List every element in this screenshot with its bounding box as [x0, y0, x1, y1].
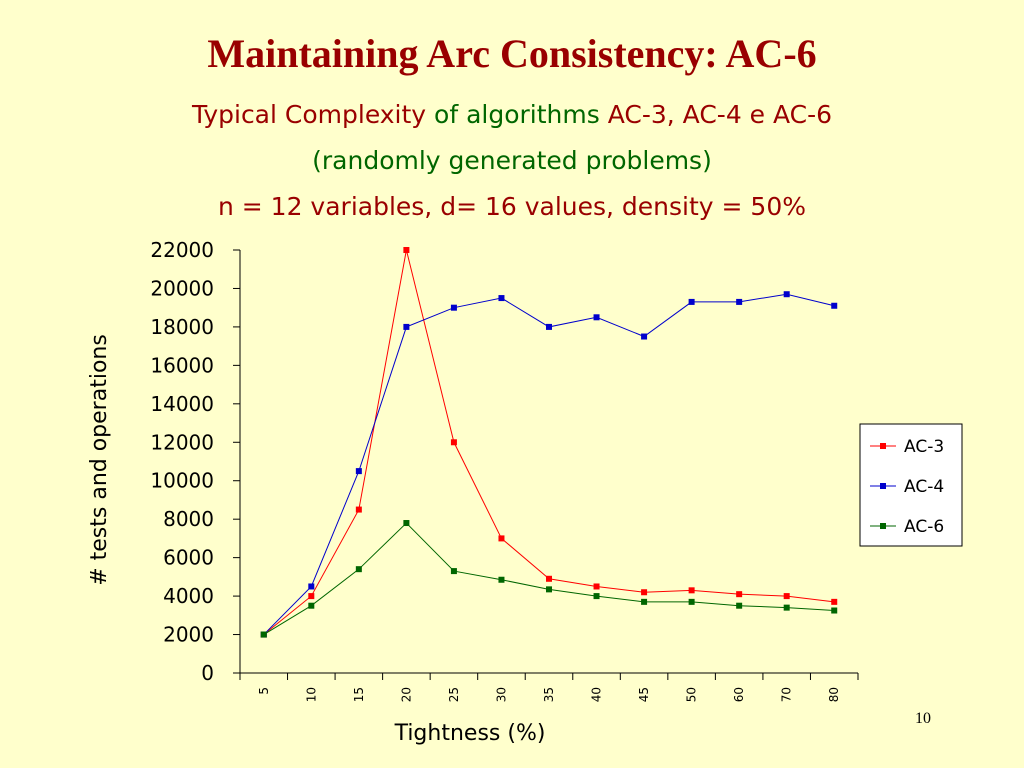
x-tick-label: 70	[780, 687, 794, 702]
data-point-ac-6	[593, 593, 600, 600]
y-tick-label: 22000	[150, 238, 214, 262]
x-tick-label: 35	[542, 687, 556, 702]
legend-label-ac-3: AC-3	[904, 437, 944, 457]
y-axis: 0 2000 4000 6000 8000 10000 12000 14000 16000 180…	[150, 238, 241, 685]
data-point-ac-6	[641, 598, 648, 605]
data-point-ac-4	[308, 583, 315, 590]
legend-marker-ac-4	[880, 483, 886, 489]
y-axis-title: # tests and operations	[87, 334, 112, 586]
slide-title: Maintaining Arc Consistency: AC-6	[207, 31, 817, 76]
slide-number: 10	[915, 710, 931, 727]
data-point-ac-4	[498, 295, 505, 302]
data-point-ac-3	[593, 583, 600, 590]
data-point-ac-6	[831, 607, 838, 614]
y-tick-label: 14000	[150, 392, 214, 416]
x-tick-label: 10	[304, 687, 318, 702]
data-point-ac-3	[641, 589, 648, 596]
subtitle-line-1: Typical Complexity of algorithms AC-3, A…	[0, 100, 1024, 129]
subtitle-line-3: n = 12 variables, d= 16 values, density …	[217, 192, 806, 221]
legend-label-ac-6: AC-6	[904, 517, 944, 537]
data-point-ac-4	[736, 298, 743, 305]
y-tick-label: 12000	[150, 430, 214, 454]
x-tick-label: 40	[590, 687, 604, 702]
x-tick-label: 50	[685, 687, 699, 702]
y-tick-label: 10000	[150, 469, 214, 493]
data-point-ac-6	[688, 598, 695, 605]
data-point-ac-3	[736, 591, 743, 598]
y-tick-label: 20000	[150, 276, 214, 300]
data-point-ac-3	[831, 598, 838, 605]
legend-marker-ac-3	[880, 443, 886, 449]
data-point-ac-3	[308, 593, 315, 600]
x-tick-label: 20	[399, 687, 413, 702]
data-point-ac-6	[736, 602, 743, 609]
data-point-ac-3	[688, 587, 695, 594]
data-point-ac-4	[403, 323, 410, 330]
y-tick-label: 0	[201, 661, 214, 685]
y-tick-label: 4000	[163, 584, 214, 608]
x-tick-label: 60	[732, 687, 746, 702]
data-point-ac-6	[260, 631, 267, 638]
y-tick-label: 16000	[150, 353, 214, 377]
data-point-ac-6	[403, 520, 410, 527]
data-point-ac-3	[403, 247, 410, 253]
data-point-ac-4	[450, 304, 457, 311]
subtitle-algorithm-names: AC-3, AC-4 e AC-6	[607, 100, 833, 129]
data-point-ac-6	[783, 604, 790, 611]
data-point-ac-6	[355, 566, 362, 573]
x-axis-title: Tightness (%)	[394, 721, 546, 746]
x-tick-label: 80	[827, 687, 841, 702]
y-tick-label: 2000	[163, 623, 214, 647]
data-point-ac-4	[688, 298, 695, 305]
subtitle-line-2: (randomly generated problems)	[312, 146, 712, 175]
data-point-ac-4	[783, 291, 790, 298]
x-tick-label: 5	[257, 687, 271, 695]
legend-label-ac-4: AC-4	[904, 477, 944, 497]
data-point-ac-4	[593, 314, 600, 321]
data-point-ac-3	[450, 439, 457, 446]
subtitle-of-algorithms: of algorithms	[426, 100, 608, 129]
data-point-ac-4	[546, 323, 552, 330]
chart-legend: AC-3 AC-4 AC-6	[859, 423, 963, 547]
y-tick-label: 18000	[150, 315, 214, 339]
x-tick-label: 30	[494, 687, 508, 702]
chart-series	[260, 247, 838, 638]
y-tick-label: 6000	[163, 546, 214, 570]
data-point-ac-6	[498, 576, 505, 583]
data-point-ac-3	[498, 535, 505, 542]
x-tick-label: 25	[447, 687, 461, 702]
data-point-ac-6	[308, 602, 315, 609]
subtitle-typical-complexity: Typical Complexity	[191, 100, 427, 129]
data-point-ac-6	[450, 568, 457, 575]
data-point-ac-3	[355, 506, 362, 513]
x-tick-label: 45	[637, 687, 651, 702]
y-tick-label: 8000	[163, 507, 214, 531]
data-point-ac-4	[641, 333, 648, 340]
data-point-ac-6	[546, 586, 552, 593]
data-point-ac-4	[831, 302, 838, 309]
data-point-ac-3	[546, 575, 552, 582]
data-point-ac-3	[783, 593, 790, 600]
data-point-ac-4	[355, 468, 362, 475]
legend-marker-ac-6	[880, 523, 886, 529]
x-axis: 5 10 15 20 25 30 35 40 45 50 60 70 80	[239, 672, 859, 702]
x-tick-label: 15	[352, 687, 366, 702]
series-line-ac-4	[263, 293, 835, 635]
